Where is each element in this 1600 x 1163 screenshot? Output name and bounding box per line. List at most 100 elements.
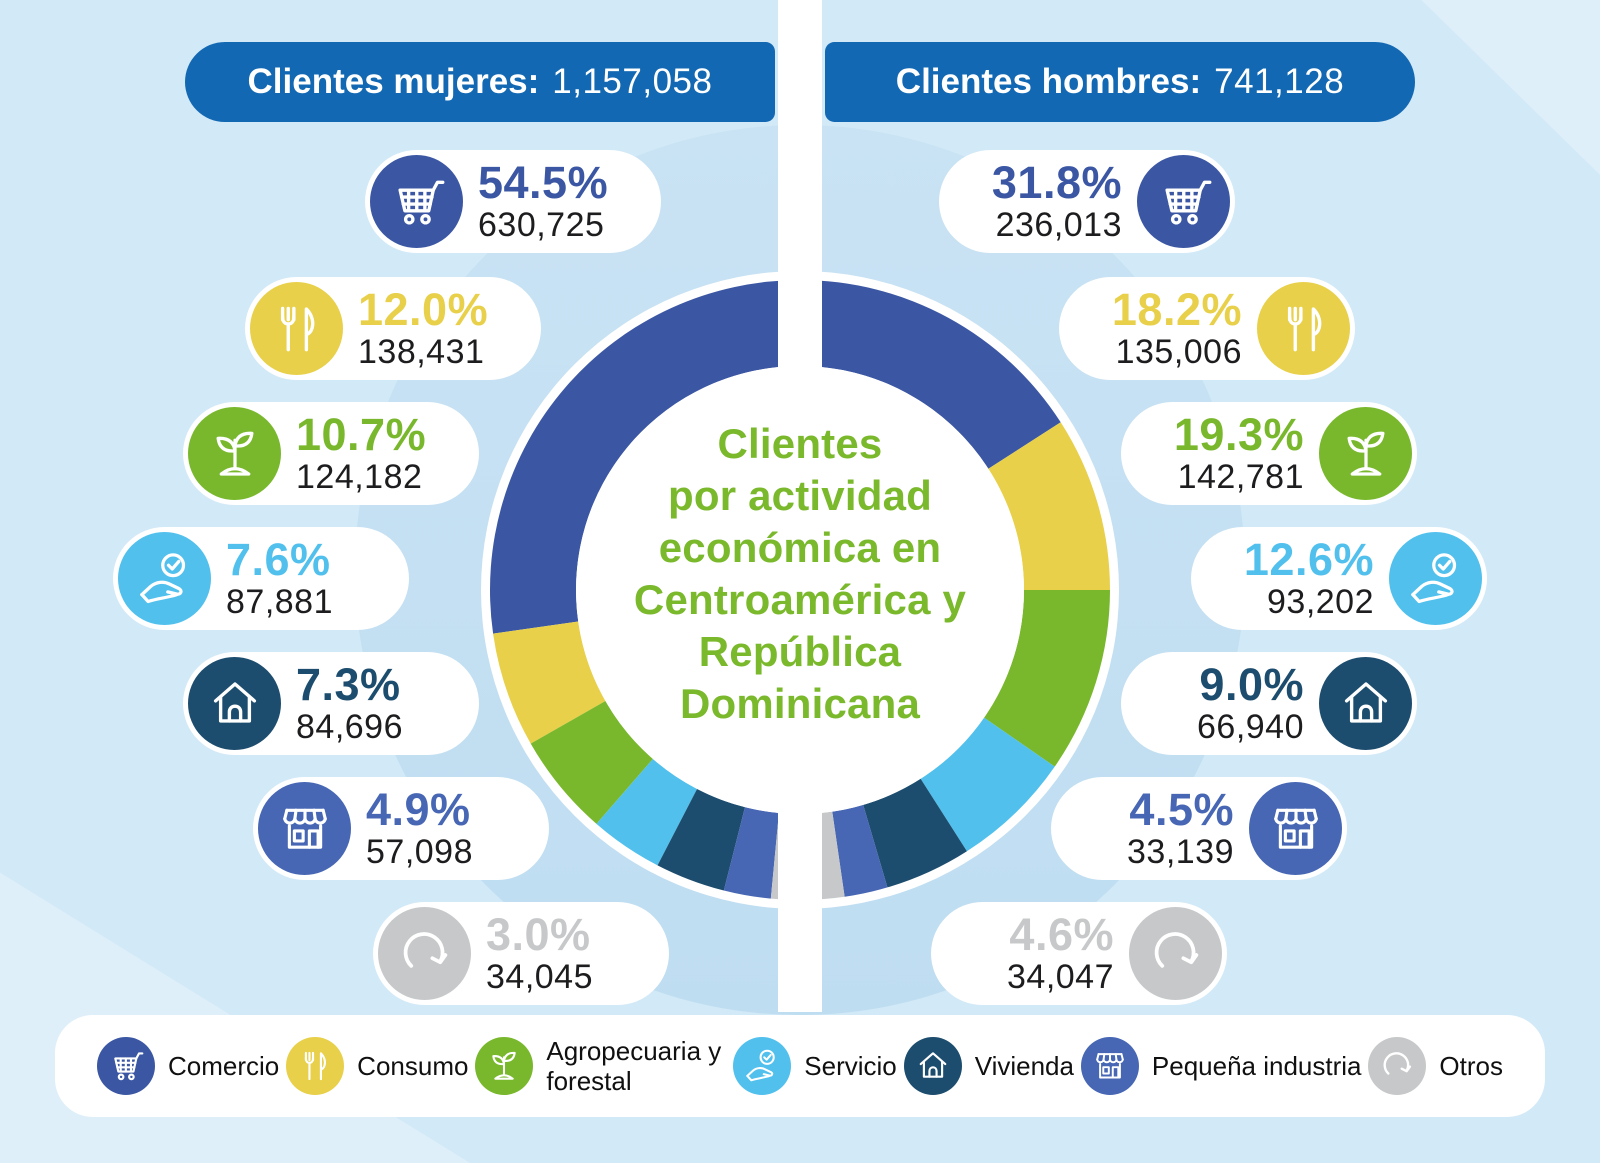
stat-percent: 12.6% <box>1243 534 1374 585</box>
stat-values: 9.0% 66,940 <box>1197 661 1304 746</box>
legend-label: Consumo <box>357 1051 469 1081</box>
stat-percent: 54.5% <box>478 157 609 208</box>
donut-segment-left-5 <box>723 807 779 899</box>
stat-count: 87,881 <box>226 583 333 621</box>
stat-count: 124,182 <box>296 458 423 496</box>
stat-pill-women-vivienda: 7.3% 84,696 <box>183 652 479 755</box>
stat-values: 31.8% 236,013 <box>992 159 1122 244</box>
stat-values: 54.5% 630,725 <box>478 159 608 244</box>
house-icon <box>1319 657 1412 750</box>
house-icon <box>188 657 281 750</box>
stat-values: 4.9% 57,098 <box>366 786 473 871</box>
legend-label: Otros <box>1439 1051 1503 1081</box>
women-header: Clientes mujeres: 1,157,058 <box>185 42 775 122</box>
legend-label: Agropecuaria y forestal <box>546 1036 722 1096</box>
chart-title: Clientes por actividad económica en Cent… <box>633 420 967 727</box>
stat-percent: 7.3% <box>296 659 401 710</box>
stat-percent: 4.9% <box>366 784 471 835</box>
cart-icon <box>1137 155 1230 248</box>
women-header-label: Clientes mujeres: <box>247 62 540 101</box>
men-header-label: Clientes hombres: <box>895 62 1202 101</box>
stat-percent: 31.8% <box>991 157 1122 208</box>
plant-icon <box>475 1037 534 1095</box>
donut-segment-right-4 <box>863 778 967 888</box>
stat-count: 34,047 <box>1007 958 1114 996</box>
hand-check-icon <box>733 1037 792 1095</box>
stat-pill-men-pequena-industria: 4.5% 33,139 <box>1051 777 1347 880</box>
stat-values: 12.6% 93,202 <box>1244 536 1374 621</box>
stat-count: 33,139 <box>1127 833 1234 871</box>
cart-icon <box>97 1037 155 1095</box>
legend-item-otros: Otros <box>1368 1037 1503 1095</box>
stat-pill-men-vivienda: 9.0% 66,940 <box>1121 652 1417 755</box>
stat-values: 4.6% 34,047 <box>1007 911 1114 996</box>
donut-segment-right-5 <box>832 804 888 897</box>
legend-item-comercio: Comercio <box>97 1037 279 1095</box>
utensils-icon <box>250 282 343 375</box>
stat-values: 10.7% 124,182 <box>296 411 426 496</box>
hand-check-icon <box>1389 532 1482 625</box>
refresh-icon <box>1368 1037 1427 1095</box>
store-icon <box>258 782 351 875</box>
stat-pill-women-servicio: 7.6% 87,881 <box>113 527 409 630</box>
stat-count: 34,045 <box>486 958 593 996</box>
stat-values: 4.5% 33,139 <box>1127 786 1234 871</box>
stat-pill-men-servicio: 12.6% 93,202 <box>1191 527 1487 630</box>
legend-label: Pequeña industria <box>1151 1051 1362 1081</box>
stat-values: 12.0% 138,431 <box>358 286 488 371</box>
stat-values: 7.3% 84,696 <box>296 661 403 746</box>
stat-pill-men-otros: 4.6% 34,047 <box>931 902 1227 1005</box>
stat-percent: 7.6% <box>226 534 331 585</box>
refresh-icon <box>378 907 471 1000</box>
stat-values: 7.6% 87,881 <box>226 536 333 621</box>
legend-item-consumo: Consumo <box>286 1037 468 1095</box>
legend-label: Servicio <box>804 1051 897 1081</box>
stat-percent: 10.7% <box>296 409 427 460</box>
stat-pill-women-otros: 3.0% 34,045 <box>373 902 669 1005</box>
stat-pill-women-consumo: 12.0% 138,431 <box>245 277 541 380</box>
legend: Comercio Consumo Agropecuaria y forestal… <box>55 1015 1545 1117</box>
store-icon <box>1080 1037 1139 1095</box>
stat-pill-women-agropecuaria: 10.7% 124,182 <box>183 402 479 505</box>
stat-count: 135,006 <box>1115 333 1242 371</box>
house-icon <box>903 1037 962 1095</box>
donut-segment-right-2 <box>984 590 1110 767</box>
legend-item-pequena-industria: Pequeña industria <box>1080 1037 1362 1095</box>
stat-percent: 9.0% <box>1199 659 1304 710</box>
donut-segment-right-0 <box>800 280 1061 469</box>
stat-values: 18.2% 135,006 <box>1112 286 1242 371</box>
legend-item-servicio: Servicio <box>733 1037 897 1095</box>
stat-pill-men-consumo: 18.2% 135,006 <box>1059 277 1355 380</box>
legend-label: Comercio <box>168 1051 280 1081</box>
donut-segment-right-1 <box>988 422 1110 590</box>
stat-percent: 12.0% <box>358 284 489 335</box>
stat-percent: 4.6% <box>1009 909 1114 960</box>
stat-count: 142,781 <box>1177 458 1304 496</box>
stat-percent: 18.2% <box>1111 284 1242 335</box>
stat-count: 66,940 <box>1197 708 1304 746</box>
hand-check-icon <box>118 532 211 625</box>
legend-label: Vivienda <box>974 1051 1074 1081</box>
donut-segment-left-0 <box>489 280 800 634</box>
stat-pill-men-comercio: 31.8% 236,013 <box>939 150 1235 253</box>
women-header-value: 1,157,058 <box>552 62 713 101</box>
utensils-icon <box>1257 282 1350 375</box>
stat-pill-women-comercio: 54.5% 630,725 <box>365 150 661 253</box>
stat-pill-women-pequena-industria: 4.9% 57,098 <box>253 777 549 880</box>
donut-segment-left-4 <box>657 788 745 891</box>
stat-count: 138,431 <box>358 333 485 371</box>
stat-percent: 4.5% <box>1129 784 1234 835</box>
plant-icon <box>188 407 281 500</box>
legend-item-vivienda: Vivienda <box>903 1037 1074 1095</box>
stat-pill-men-agropecuaria: 19.3% 142,781 <box>1121 402 1417 505</box>
donut-segment-left-2 <box>530 700 653 824</box>
men-header: Clientes hombres: 741,128 <box>825 42 1415 122</box>
plant-icon <box>1319 407 1412 500</box>
refresh-icon <box>1129 907 1222 1000</box>
stat-percent: 3.0% <box>486 909 591 960</box>
center-divider <box>778 0 822 1012</box>
stat-count: 630,725 <box>478 206 605 244</box>
utensils-icon <box>286 1037 345 1095</box>
stat-values: 19.3% 142,781 <box>1174 411 1304 496</box>
